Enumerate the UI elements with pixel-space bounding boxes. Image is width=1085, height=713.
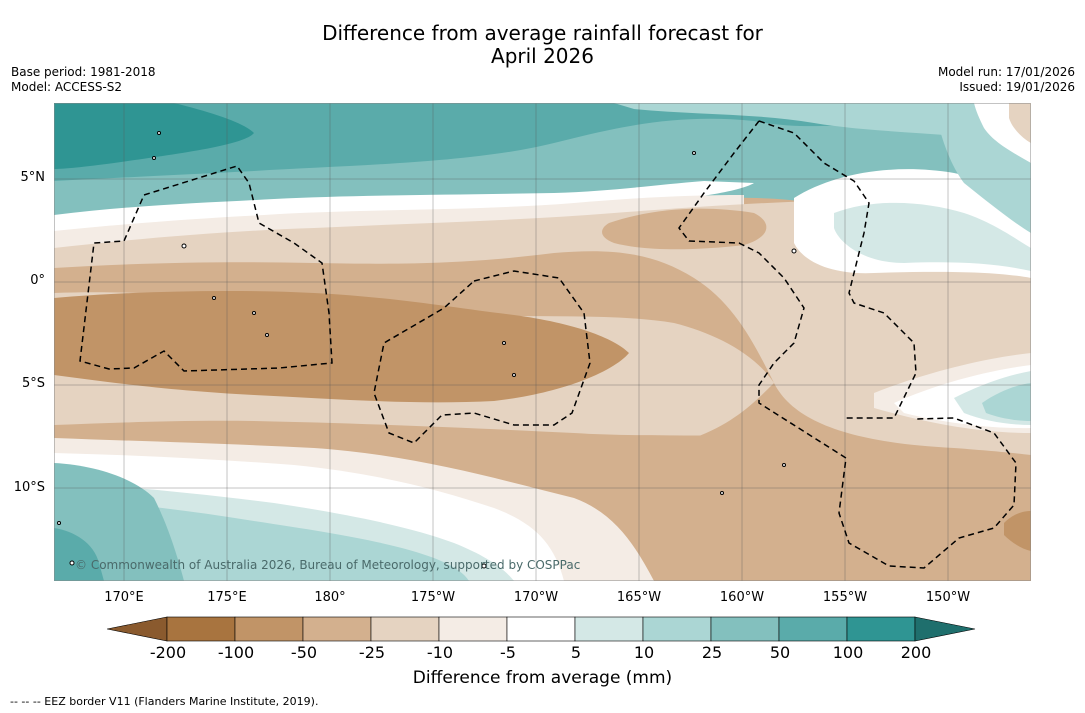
legend-tick: -25 <box>358 643 386 662</box>
band-se-10-25 <box>982 383 1031 421</box>
island <box>152 156 156 160</box>
island <box>791 248 797 254</box>
island <box>265 333 269 337</box>
eez-footnote: -- -- -- EEZ border V11 (Flanders Marine… <box>10 695 319 708</box>
legend-swatch-n25-10 <box>370 616 440 642</box>
eez-line-islands <box>758 120 917 419</box>
map-frame <box>54 103 1031 581</box>
legend-swatch-lt200 <box>107 616 168 642</box>
band-100-50-core <box>54 290 629 403</box>
island <box>692 151 696 155</box>
model-name: Model: ACCESS-S2 <box>11 80 123 94</box>
legend-tick: 200 <box>900 643 932 662</box>
legend-swatch-p25-50 <box>710 616 780 642</box>
legend-swatch-n5-5 <box>506 616 576 642</box>
legend-swatch-n10-5 <box>438 616 508 642</box>
eez-borders <box>79 120 1017 569</box>
band-south-50-100 <box>54 528 104 581</box>
issued-date: Issued: 19/01/2026 <box>959 80 1075 94</box>
model-run: Model run: 17/01/2026 <box>937 65 1075 79</box>
legend-swatch-gt200 <box>914 616 976 642</box>
legend-swatch-n100-50 <box>234 616 304 642</box>
meta-left: Base period: 1981-2018 Model: ACCESS-S2 <box>11 65 156 95</box>
graticule <box>54 103 1031 581</box>
lat-label-0: 0° <box>30 273 45 288</box>
legend-tick: 10 <box>633 643 655 662</box>
lon-label-175w: 175°W <box>410 590 456 605</box>
eez-kiribati-gilbert <box>79 165 333 372</box>
legend-tick: 100 <box>832 643 864 662</box>
map-title: Difference from average rainfall forecas… <box>0 22 1085 68</box>
eez-tokelau-phoenix <box>373 270 591 444</box>
base-period: Base period: 1981-2018 <box>11 65 156 79</box>
legend-swatch-p10-25 <box>642 616 712 642</box>
lon-label-180: 180° <box>314 590 346 605</box>
legend-tick: -200 <box>149 643 187 662</box>
legend-tick: 50 <box>769 643 791 662</box>
band-west-white <box>54 181 754 238</box>
lon-label-150w: 150°W <box>925 590 971 605</box>
legend-tick: -5 <box>500 643 516 662</box>
band-east-dry-top <box>1009 103 1031 143</box>
legend-title: Difference from average (mm) <box>412 668 673 688</box>
legend-swatch-p100-200 <box>846 616 916 642</box>
band-west-pale <box>54 195 744 251</box>
legend-tick: -100 <box>217 643 255 662</box>
island <box>782 463 786 467</box>
island <box>720 491 724 495</box>
lon-label-155w: 155°W <box>822 590 868 605</box>
band-north-100-200 <box>54 103 254 169</box>
legend-swatch-p50-100 <box>778 616 848 642</box>
island <box>181 243 187 249</box>
band-se-dry-patch <box>1004 511 1031 551</box>
island <box>252 311 256 315</box>
island <box>57 521 61 525</box>
lat-label-5n: 5°N <box>20 170 46 185</box>
legend-swatch-n200-100 <box>166 616 236 642</box>
island <box>69 560 75 566</box>
band-north-dry-patch <box>602 208 767 250</box>
legend-tick: -50 <box>290 643 318 662</box>
island <box>481 563 487 569</box>
lon-label-165w: 165°W <box>616 590 662 605</box>
title-line-2: April 2026 <box>491 44 594 68</box>
legend-swatch-p5-10 <box>574 616 644 642</box>
lon-label-175e: 175°E <box>207 590 247 605</box>
title-line-1: Difference from average rainfall forecas… <box>322 21 763 45</box>
meta-right: Model run: 17/01/2026 Issued: 19/01/2026 <box>938 65 1075 95</box>
band-north-10-25-top <box>614 103 1031 143</box>
legend-tick: 25 <box>701 643 723 662</box>
lon-label-170e: 170°E <box>104 590 144 605</box>
legend-tick: -10 <box>426 643 454 662</box>
island <box>157 131 161 135</box>
rainfall-map <box>54 103 1031 581</box>
island <box>502 341 506 345</box>
band-east-5-10 <box>834 202 1031 271</box>
legend-tick: 5 <box>570 643 582 662</box>
lat-label-10s: 10°S <box>13 480 45 495</box>
lat-label-5s: 5°S <box>21 376 45 391</box>
copyright-notice: © Commonwealth of Australia 2026, Bureau… <box>75 558 581 572</box>
legend-colorbar <box>107 616 976 642</box>
legend-swatch-n50-25 <box>302 616 372 642</box>
eez-line-islands-west <box>678 120 1017 569</box>
lon-label-160w: 160°W <box>719 590 765 605</box>
islands <box>57 131 797 569</box>
island <box>512 373 516 377</box>
band-north-50-100 <box>54 103 954 181</box>
island <box>212 296 216 300</box>
lon-label-170w: 170°W <box>513 590 559 605</box>
